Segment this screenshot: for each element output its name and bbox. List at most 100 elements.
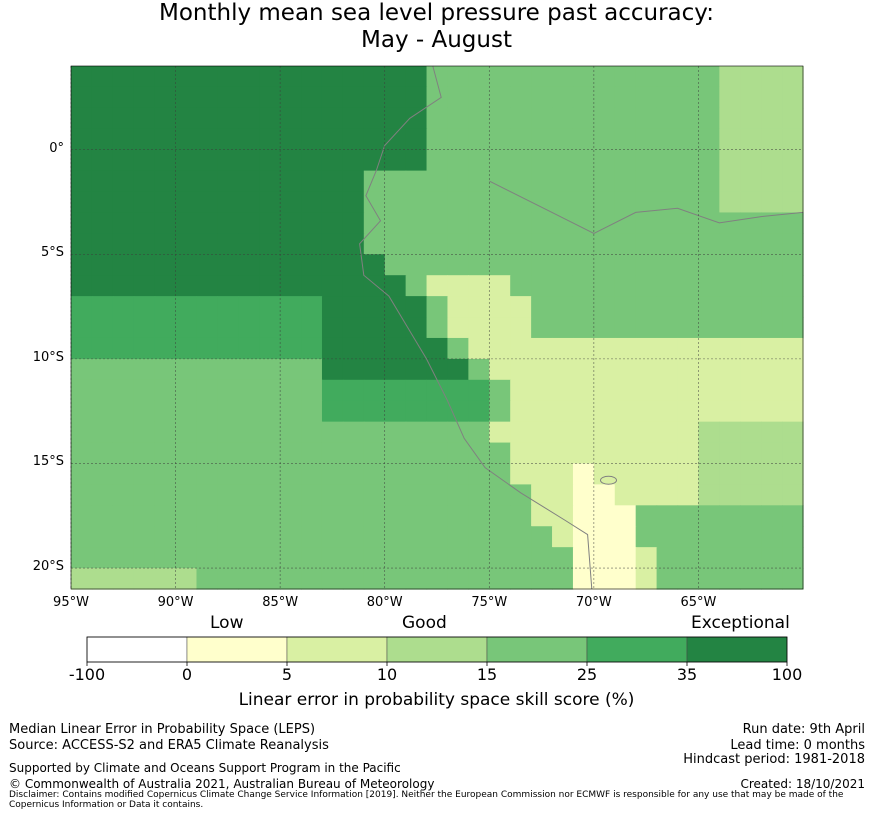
skill-cell — [321, 317, 344, 339]
skill-cell — [531, 191, 553, 214]
skill-cell — [259, 317, 281, 339]
skill-cell — [133, 66, 156, 88]
skill-cell — [593, 379, 616, 402]
colorbar-title: Linear error in probability space skill … — [238, 690, 635, 710]
skill-cell — [321, 233, 344, 255]
skill-cell — [698, 442, 720, 465]
skill-cell — [572, 233, 595, 255]
skill-cell — [468, 107, 490, 130]
skill-cell — [740, 296, 762, 318]
skill-cell — [531, 149, 553, 172]
skill-cell — [133, 442, 156, 465]
skill-cell — [301, 358, 323, 381]
skill-cell — [154, 505, 177, 527]
skill-cell — [468, 212, 490, 234]
skill-cell — [635, 107, 658, 130]
skill-cell — [614, 484, 637, 506]
skill-cell — [761, 421, 783, 444]
skill-cell — [301, 337, 323, 360]
skill-cell — [217, 484, 239, 506]
skill-cell — [656, 400, 679, 423]
skill-cell — [740, 149, 762, 172]
skill-cell — [677, 337, 700, 360]
chart-title-line1: Monthly mean sea level pressure past acc… — [159, 0, 714, 26]
skill-cell — [635, 484, 658, 506]
skill-cell — [91, 463, 114, 485]
skill-cell — [510, 254, 532, 276]
skill-cell — [761, 66, 783, 88]
skill-cell — [342, 568, 365, 590]
skill-cell — [572, 149, 595, 172]
skill-cell — [154, 442, 177, 465]
skill-cell — [301, 66, 323, 88]
skill-cell — [468, 400, 490, 423]
skill-cell — [447, 547, 469, 569]
skill-cell — [635, 170, 658, 193]
skill-cell — [112, 463, 135, 485]
skill-cell — [614, 107, 637, 130]
skill-cell — [196, 191, 218, 214]
skill-cell — [761, 212, 783, 234]
skill-cell — [489, 442, 511, 465]
skill-cell — [531, 337, 553, 360]
skill-cell — [238, 421, 260, 444]
skill-cell — [342, 233, 365, 255]
skill-cell — [196, 317, 218, 339]
skill-cell — [321, 254, 344, 276]
skill-cell — [71, 254, 93, 276]
skill-cell — [112, 66, 135, 88]
skill-cell — [719, 107, 741, 130]
skill-cell — [468, 505, 490, 527]
skill-cell — [531, 254, 553, 276]
skill-cell — [677, 526, 700, 548]
skill-cell — [112, 379, 135, 402]
skill-cell — [301, 568, 323, 590]
skill-cell — [405, 358, 428, 381]
skill-cell — [301, 547, 323, 569]
skill-cell — [154, 86, 177, 109]
skill-cell — [154, 149, 177, 172]
skill-cell — [719, 317, 741, 339]
skill-cell — [468, 128, 490, 151]
skill-cell — [133, 505, 156, 527]
footer-run-date: Run date: 9th April — [742, 722, 865, 737]
skill-cell — [175, 233, 198, 255]
skill-cell — [363, 337, 386, 360]
skill-cell — [593, 296, 616, 318]
skill-cell — [740, 191, 762, 214]
skill-cell — [572, 421, 595, 444]
skill-cell — [426, 568, 449, 590]
skill-cell — [342, 66, 365, 88]
skill-cell — [321, 568, 344, 590]
skill-cell — [217, 233, 239, 255]
skill-cell — [698, 128, 720, 151]
skill-cell — [698, 526, 720, 548]
skill-cell — [363, 547, 386, 569]
skill-cell — [719, 149, 741, 172]
skill-cell — [321, 400, 344, 423]
skill-cell — [782, 526, 804, 548]
skill-cell — [175, 526, 198, 548]
skill-cell — [656, 526, 679, 548]
skill-cell — [342, 337, 365, 360]
skill-cell — [489, 275, 511, 297]
skill-cell — [91, 107, 114, 130]
skill-cell — [154, 358, 177, 381]
skill-cell — [572, 128, 595, 151]
skill-cell — [572, 66, 595, 88]
skill-cell — [384, 463, 407, 485]
skill-cell — [656, 442, 679, 465]
skill-cell — [740, 275, 762, 297]
x-tick-label: 70°W — [575, 595, 612, 610]
skill-cell — [363, 317, 386, 339]
skill-cell — [489, 233, 511, 255]
skill-cell — [321, 296, 344, 318]
skill-cell — [552, 358, 574, 381]
skill-cell — [510, 547, 532, 569]
skill-cell — [196, 358, 218, 381]
lake-titicaca — [599, 475, 617, 485]
skill-cell — [635, 86, 658, 109]
skill-cell — [447, 149, 469, 172]
skill-cell — [782, 191, 804, 214]
skill-cell — [112, 233, 135, 255]
